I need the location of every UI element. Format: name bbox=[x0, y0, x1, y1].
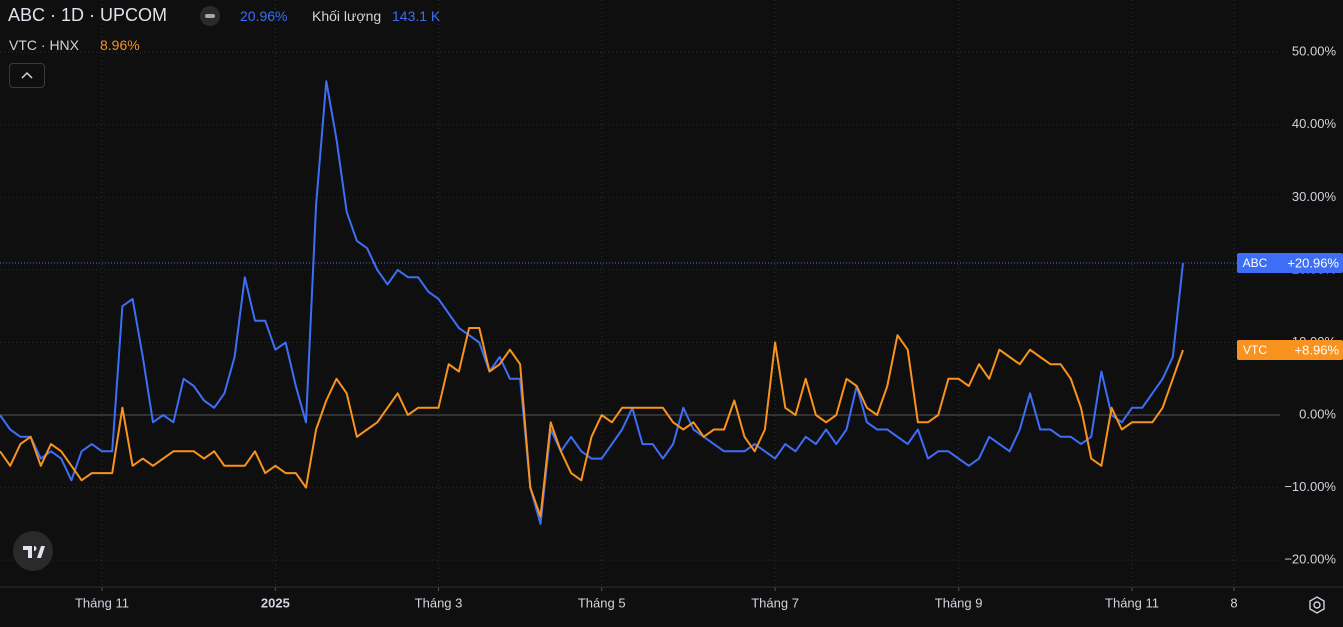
badge bbox=[1237, 252, 1343, 273]
logo-icon bbox=[23, 546, 45, 558]
compare-change: 8.96% bbox=[100, 37, 140, 53]
y-tick-label: 50.00% bbox=[1292, 44, 1337, 59]
x-tick-label: 8 bbox=[1230, 595, 1237, 610]
logo[interactable] bbox=[13, 531, 53, 571]
y-tick-label: 30.00% bbox=[1292, 189, 1337, 204]
y-tick-label: 0.00% bbox=[1299, 406, 1336, 421]
series-line bbox=[0, 80, 1184, 525]
toggle-icon[interactable] bbox=[200, 6, 220, 26]
symbol-title: ABC · 1D · UPCOM bbox=[8, 5, 168, 25]
series-line bbox=[0, 327, 1184, 518]
y-tick-label: 40.00% bbox=[1292, 116, 1337, 131]
y-tick-label: −10.00% bbox=[1284, 479, 1336, 494]
compare-title: VTC · HNX bbox=[9, 37, 79, 53]
x-tick-label: Tháng 9 bbox=[935, 595, 983, 610]
badge-value: +8.96% bbox=[1295, 342, 1340, 357]
collapse-icon bbox=[21, 71, 33, 79]
badge-value: +20.96% bbox=[1287, 255, 1339, 270]
toggle-glyph bbox=[205, 14, 215, 18]
volume-label: Khối lượng bbox=[312, 8, 382, 24]
x-tick-label: 2025 bbox=[261, 595, 290, 610]
badge-name: VTC bbox=[1243, 343, 1267, 357]
volume-value: 143.1 K bbox=[392, 8, 441, 24]
x-tick-label: Tháng 5 bbox=[578, 595, 626, 610]
badge-name: ABC bbox=[1243, 256, 1268, 270]
x-tick-label: Tháng 11 bbox=[75, 595, 129, 610]
x-tick-label: Tháng 11 bbox=[1105, 595, 1159, 610]
x-tick-label: Tháng 7 bbox=[751, 595, 799, 610]
badge bbox=[1237, 340, 1343, 361]
symbol-change: 20.96% bbox=[240, 8, 288, 24]
settings-icon bbox=[1309, 596, 1325, 614]
collapse-button[interactable] bbox=[9, 63, 45, 88]
x-tick-label: Tháng 3 bbox=[415, 595, 463, 610]
settings-button[interactable] bbox=[1306, 594, 1328, 616]
y-tick-label: −20.00% bbox=[1284, 552, 1336, 567]
